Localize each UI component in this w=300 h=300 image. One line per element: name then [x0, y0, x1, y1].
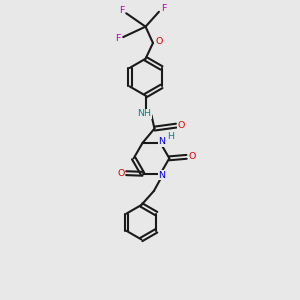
Text: N: N: [158, 137, 165, 146]
Text: O: O: [117, 169, 124, 178]
Text: F: F: [119, 6, 124, 15]
Text: N: N: [158, 171, 165, 180]
Text: F: F: [161, 4, 166, 13]
Text: H: H: [167, 132, 174, 141]
Text: O: O: [156, 37, 163, 46]
Text: O: O: [178, 121, 185, 130]
Text: O: O: [188, 152, 196, 161]
Text: NH: NH: [137, 109, 151, 118]
Text: F: F: [115, 34, 121, 43]
